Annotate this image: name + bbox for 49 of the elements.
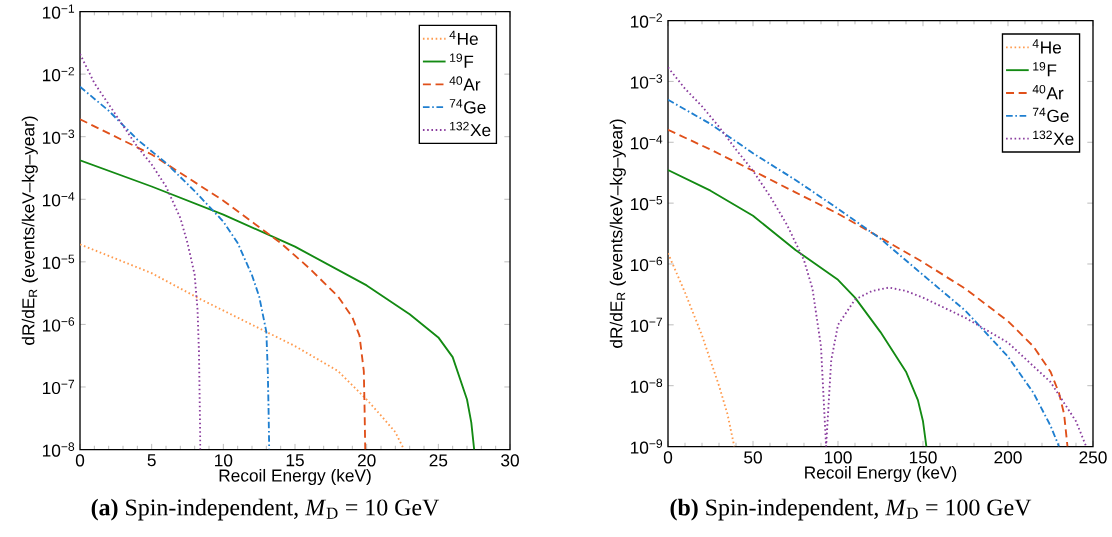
legend-label: $^{19}$F xyxy=(1033,62,1057,77)
y-tick-label: 10$^{−4}$ xyxy=(630,135,663,150)
line-series xyxy=(80,118,367,450)
text: (a) Spin-independent, M$_{D}$ = 10 GeV xyxy=(91,498,440,521)
y-tick-label: 10$^{−5}$ xyxy=(630,196,663,211)
x-tick-label: 15 xyxy=(286,454,304,467)
line-series xyxy=(668,169,928,447)
y-axis-title: dR/dE$_{R}$ (events/keV–kg–year) xyxy=(21,116,38,346)
y-tick-label: 10$^{−2}$ xyxy=(42,67,75,82)
line-series xyxy=(80,159,476,450)
text: (b) Spin-independent, M$_{D}$ = 100 GeV xyxy=(670,498,1032,521)
legend-label: $^{74}$Ge xyxy=(1032,107,1069,123)
y-tick-label: 10$^{−6}$ xyxy=(630,257,663,272)
legend-label: $^{132}$Xe xyxy=(1033,130,1074,146)
legend-label: $^{40}$Ar xyxy=(449,76,481,91)
legend-label: $^{74}$Ge xyxy=(449,99,486,114)
y-tick-label: 10$^{−7}$ xyxy=(42,380,75,395)
x-axis-title: Recoil Energy (keV) xyxy=(805,466,957,483)
x-tick-label: 250 xyxy=(1079,451,1107,464)
legend-label: $^{4}$He xyxy=(1032,39,1061,54)
x-tick-label: 30 xyxy=(501,454,519,467)
x-tick-label: 200 xyxy=(994,451,1022,464)
y-tick-label: 10$^{−3}$ xyxy=(630,74,663,89)
y-tick-label: 10$^{−9}$ xyxy=(630,439,663,454)
x-axis-title: Recoil Energy (keV) xyxy=(219,469,371,486)
legend-label: $^{19}$F xyxy=(450,53,474,68)
x-tick-label: 25 xyxy=(429,454,448,467)
y-tick-label: 10$^{−2}$ xyxy=(630,13,663,28)
x-tick-label: 5 xyxy=(147,454,156,467)
legend-label: $^{132}$Xe xyxy=(450,122,491,137)
y-tick-label: 10$^{−8}$ xyxy=(630,378,663,394)
y-axis-title: dR/dE$_{R}$ (events/keV–kg–year) xyxy=(609,119,626,349)
y-tick-label: 10$^{−4}$ xyxy=(42,192,75,207)
x-tick-label: 150 xyxy=(909,451,937,464)
legend-label: $^{4}$He xyxy=(449,30,478,46)
x-tick-label: 20 xyxy=(357,454,376,467)
y-tick-label: 10$^{−1}$ xyxy=(42,4,75,19)
x-tick-label: 0 xyxy=(663,451,673,464)
y-tick-label: 10$^{−6}$ xyxy=(42,317,75,332)
legend-label: $^{40}$Ar xyxy=(1032,85,1064,100)
y-tick-label: 10$^{−3}$ xyxy=(42,129,75,145)
y-tick-label: 10$^{−5}$ xyxy=(42,254,75,270)
x-tick-label: 0 xyxy=(75,454,85,467)
y-tick-label: 10$^{−7}$ xyxy=(630,317,663,333)
x-tick-label: 50 xyxy=(744,451,762,464)
line-series xyxy=(80,243,405,450)
x-tick-label: 100 xyxy=(824,451,852,464)
x-tick-label: 10 xyxy=(215,454,233,467)
y-tick-label: 10$^{−8}$ xyxy=(42,442,75,457)
